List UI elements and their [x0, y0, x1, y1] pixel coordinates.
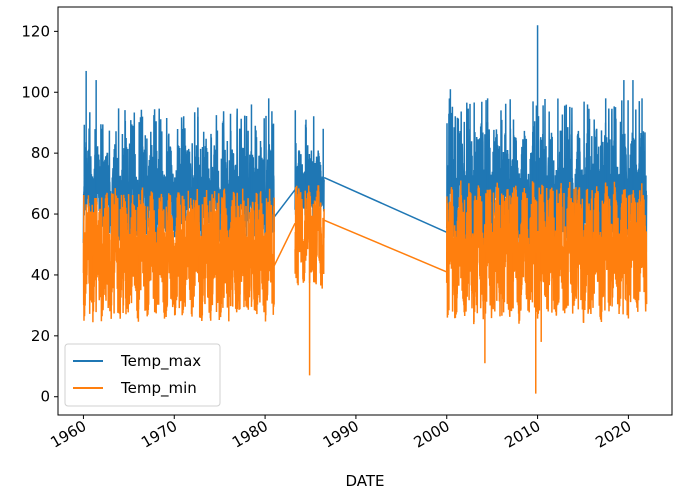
x-tick-label: 2000: [411, 417, 453, 452]
x-axis-title: DATE: [345, 472, 384, 490]
legend: Temp_max Temp_min: [64, 343, 221, 407]
gap-connector: [273, 189, 296, 218]
x-tick-label: 1980: [229, 417, 271, 452]
series-layer: [82, 25, 648, 394]
series-temp-min: [82, 180, 648, 394]
gap-connector: [323, 176, 448, 233]
y-tick-label: 120: [21, 22, 50, 40]
y-tick-label: 80: [31, 144, 50, 162]
x-tick-label: 2020: [592, 417, 634, 452]
plot-frame: [57, 6, 673, 416]
x-tick-label: 1970: [138, 417, 180, 452]
y-tick-label: 60: [31, 205, 50, 223]
legend-label: Temp_max: [120, 352, 201, 371]
x-tick-label: 2010: [502, 417, 544, 452]
series-segment: [294, 110, 325, 218]
series-segment: [82, 187, 275, 323]
gap-connector: [273, 222, 296, 267]
y-tick-label: 40: [31, 266, 50, 284]
legend-label: Temp_min: [120, 379, 197, 398]
gap-connector: [323, 219, 448, 273]
legend-box: [64, 343, 221, 407]
x-tick-label: 1960: [47, 417, 89, 452]
x-tick-label: 1990: [320, 417, 362, 452]
y-tick-label: 20: [31, 327, 50, 345]
y-tick-label: 0: [40, 388, 50, 406]
series-segment: [445, 180, 648, 325]
y-tick-label: 100: [21, 83, 50, 101]
